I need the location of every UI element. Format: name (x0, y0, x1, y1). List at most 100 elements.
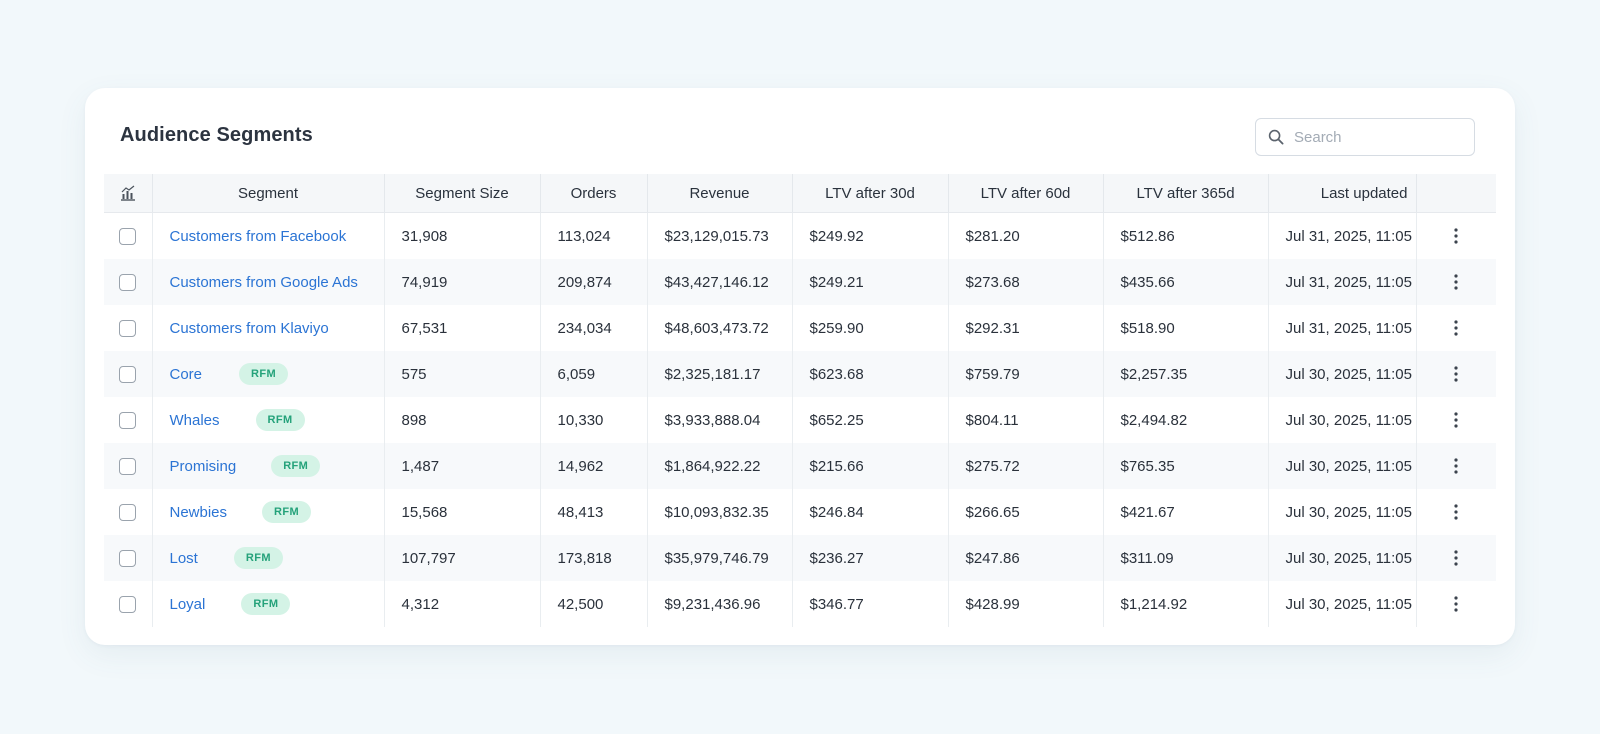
segment-size-cell: 4,312 (383, 581, 540, 627)
segment-link[interactable]: Lost (169, 549, 198, 567)
table-row: Customers from Google Ads 74,919 209,874… (104, 259, 1496, 305)
column-header-segment-size[interactable]: Segment Size (383, 174, 540, 213)
orders-cell: 14,962 (539, 443, 647, 489)
orders-cell: 234,034 (539, 305, 647, 351)
row-checkbox[interactable] (119, 227, 137, 245)
segments-table-wrapper: Segment Segment Size Orders Revenue LTV … (104, 174, 1496, 627)
more-vertical-icon[interactable] (1448, 548, 1464, 568)
last-updated-cell: Jul 31, 2025, 11:05 (1267, 259, 1416, 305)
more-vertical-icon[interactable] (1448, 456, 1464, 476)
rfm-badge: RFM (241, 593, 291, 615)
row-select-cell (104, 351, 152, 397)
column-header-last-updated[interactable]: Last updated (1267, 174, 1416, 213)
ltv-60d-cell: $292.31 (947, 305, 1103, 351)
ltv-365d-cell: $512.86 (1102, 212, 1268, 259)
row-actions-cell (1415, 351, 1496, 397)
rfm-badge: RFM (271, 455, 321, 477)
table-row: Customers from Facebook 31,908 113,024 $… (104, 212, 1496, 260)
last-updated-cell: Jul 30, 2025, 11:05 (1267, 581, 1416, 627)
row-select-cell (104, 443, 152, 489)
segment-size-cell: 898 (383, 397, 540, 443)
orders-cell: 42,500 (539, 581, 647, 627)
segment-size-cell: 15,568 (383, 489, 540, 535)
table-row: Whales RFM 898 10,330 $3,933,888.04 $652.… (104, 397, 1496, 443)
revenue-cell: $35,979,746.79 (646, 535, 792, 581)
row-checkbox[interactable] (119, 595, 137, 613)
row-checkbox[interactable] (119, 411, 137, 429)
column-header-segment[interactable]: Segment (151, 174, 384, 213)
more-vertical-icon[interactable] (1448, 410, 1464, 430)
table-row: Newbies RFM 15,568 48,413 $10,093,832.35 … (104, 489, 1496, 535)
segment-cell: Customers from Facebook (151, 212, 384, 259)
search-input[interactable] (1294, 128, 1464, 146)
segment-link[interactable]: Core (169, 365, 203, 383)
row-checkbox[interactable] (119, 365, 137, 383)
table-header-row: Segment Segment Size Orders Revenue LTV … (104, 174, 1496, 213)
row-select-cell (104, 397, 152, 443)
table-row: Lost RFM 107,797 173,818 $35,979,746.79 $… (104, 535, 1496, 581)
last-updated-cell: Jul 31, 2025, 11:05 (1267, 212, 1416, 259)
more-vertical-icon[interactable] (1448, 502, 1464, 522)
more-vertical-icon[interactable] (1448, 226, 1464, 246)
column-header-actions (1415, 174, 1496, 213)
ltv-60d-cell: $273.68 (947, 259, 1103, 305)
column-chooser-header[interactable] (104, 174, 152, 213)
row-select-cell (104, 581, 152, 627)
ltv-365d-cell: $518.90 (1102, 305, 1268, 351)
row-actions-cell (1415, 212, 1496, 259)
segment-link[interactable]: Customers from Klaviyo (169, 319, 329, 337)
column-header-ltv-365d[interactable]: LTV after 365d (1102, 174, 1268, 213)
segment-link[interactable]: Newbies (169, 503, 228, 521)
column-header-ltv-30d[interactable]: LTV after 30d (791, 174, 948, 213)
ltv-365d-cell: $421.67 (1102, 489, 1268, 535)
ltv-60d-cell: $759.79 (947, 351, 1103, 397)
search-box[interactable] (1255, 118, 1475, 156)
ltv-365d-cell: $765.35 (1102, 443, 1268, 489)
column-header-revenue[interactable]: Revenue (646, 174, 792, 213)
segment-cell: Newbies RFM (151, 489, 384, 535)
segment-link[interactable]: Customers from Facebook (169, 227, 347, 245)
segment-size-cell: 67,531 (383, 305, 540, 351)
column-header-ltv-60d[interactable]: LTV after 60d (947, 174, 1103, 213)
row-checkbox[interactable] (119, 273, 137, 291)
column-header-orders[interactable]: Orders (539, 174, 647, 213)
row-select-cell (104, 213, 152, 260)
bar-chart-icon[interactable] (119, 184, 137, 202)
segment-cell: Customers from Google Ads (151, 259, 384, 305)
table-row: Customers from Klaviyo 67,531 234,034 $4… (104, 305, 1496, 351)
ltv-30d-cell: $623.68 (791, 351, 948, 397)
ltv-30d-cell: $652.25 (791, 397, 948, 443)
table-body: Customers from Facebook 31,908 113,024 $… (104, 212, 1496, 627)
row-actions-cell (1415, 581, 1496, 627)
orders-cell: 6,059 (539, 351, 647, 397)
segment-size-cell: 1,487 (383, 443, 540, 489)
segment-link[interactable]: Whales (169, 411, 220, 429)
rfm-badge: RFM (239, 363, 289, 385)
segment-link[interactable]: Customers from Google Ads (169, 273, 358, 291)
segment-cell: Lost RFM (151, 535, 384, 581)
segments-table: Segment Segment Size Orders Revenue LTV … (104, 174, 1496, 627)
segment-cell: Whales RFM (151, 397, 384, 443)
orders-cell: 173,818 (539, 535, 647, 581)
row-checkbox[interactable] (119, 319, 137, 337)
segment-size-cell: 107,797 (383, 535, 540, 581)
row-checkbox[interactable] (119, 503, 137, 521)
more-vertical-icon[interactable] (1448, 318, 1464, 338)
more-vertical-icon[interactable] (1448, 272, 1464, 292)
segment-link[interactable]: Promising (169, 457, 237, 475)
ltv-30d-cell: $246.84 (791, 489, 948, 535)
ltv-30d-cell: $215.66 (791, 443, 948, 489)
row-checkbox[interactable] (119, 457, 137, 475)
row-select-cell (104, 259, 152, 305)
more-vertical-icon[interactable] (1448, 364, 1464, 384)
segment-link[interactable]: Loyal (169, 595, 206, 613)
ltv-30d-cell: $249.92 (791, 212, 948, 259)
revenue-cell: $3,933,888.04 (646, 397, 792, 443)
ltv-365d-cell: $311.09 (1102, 535, 1268, 581)
more-vertical-icon[interactable] (1448, 594, 1464, 614)
rfm-badge: RFM (255, 409, 305, 431)
orders-cell: 113,024 (539, 212, 647, 259)
orders-cell: 209,874 (539, 259, 647, 305)
row-checkbox[interactable] (119, 549, 137, 567)
table-row: Promising RFM 1,487 14,962 $1,864,922.22 … (104, 443, 1496, 489)
